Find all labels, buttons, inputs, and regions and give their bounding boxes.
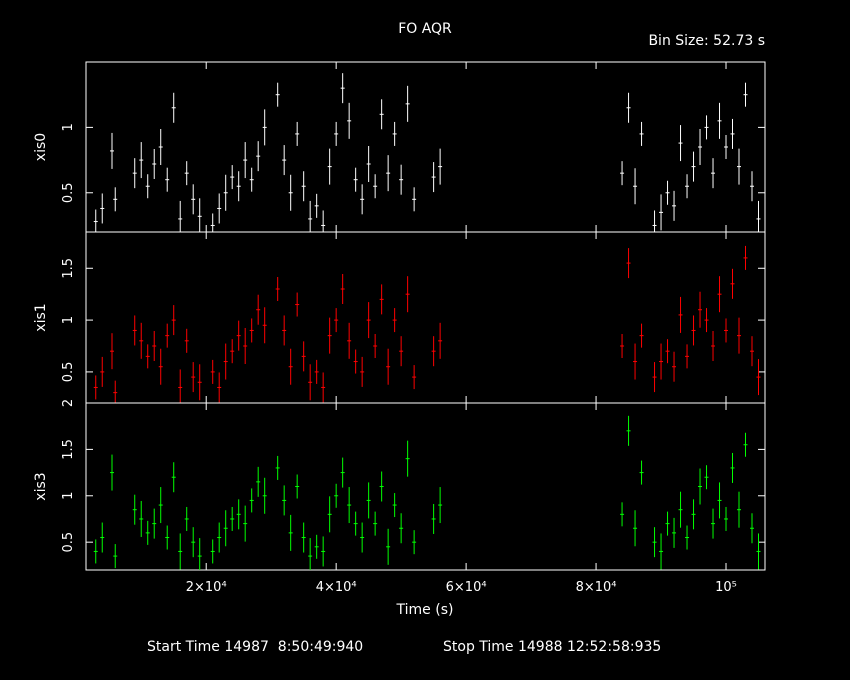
panels-group: 0.5 1 xis0 0.5 1 1.5 xis1 0.5 1 1.5 2 xis3: [33, 61, 766, 571]
y-tick-label-xis3-3: 2: [61, 399, 76, 407]
bin-size-label: Bin Size: 52.73 s: [648, 33, 765, 49]
x-axis-ticks: 2×10⁴ 4×10⁴ 6×10⁴ 8×10⁴ 10⁵: [186, 580, 737, 595]
x-axis-label: Time (s): [396, 602, 454, 618]
y-tick-label-xis1-2: 1.5: [61, 258, 76, 279]
y-axis-label-xis0: xis0: [33, 133, 49, 161]
y-axis-label-xis3: xis3: [33, 472, 49, 500]
start-time-label: Start Time 14987 8:50:49:940: [147, 639, 363, 655]
panel-xis0: 0.5 1 xis0: [33, 61, 766, 233]
panel-frame-xis1: [85, 231, 766, 404]
panel-frame-xis0: [85, 61, 766, 233]
chart-title: FO AQR: [398, 21, 452, 37]
y-tick-label-xis1-1: 1: [61, 316, 76, 324]
y-tick-label-xis3-0: 0.5: [61, 532, 76, 553]
y-tick-label-xis0-0: 0.5: [61, 182, 76, 203]
x-tick-label-3: 8×10⁴: [576, 580, 617, 595]
panel-xis3: 0.5 1 1.5 2 xis3: [33, 399, 766, 571]
y-tick-label-xis0-1: 1: [61, 123, 76, 131]
stop-time-label: Stop Time 14988 12:52:58:935: [443, 639, 661, 655]
y-tick-label-xis3-2: 1.5: [61, 439, 76, 460]
x-tick-label-1: 4×10⁴: [316, 580, 357, 595]
panel-frame-xis3: [85, 402, 766, 571]
x-tick-label-0: 2×10⁴: [186, 580, 227, 595]
y-tick-label-xis1-0: 0.5: [61, 362, 76, 383]
y-tick-label-xis3-1: 1: [61, 492, 76, 500]
panel-xis1: 0.5 1 1.5 xis1: [33, 231, 766, 404]
y-axis-label-xis1: xis1: [33, 303, 49, 331]
x-tick-label-2: 6×10⁴: [446, 580, 487, 595]
x-tick-label-4: 10⁵: [715, 580, 737, 595]
